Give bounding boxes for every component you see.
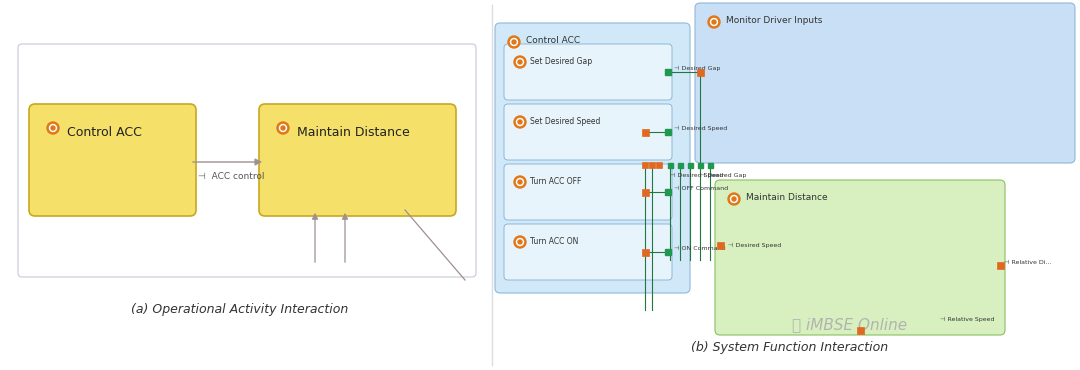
Circle shape — [512, 40, 516, 44]
Circle shape — [276, 122, 289, 134]
Text: Set Desired Gap: Set Desired Gap — [530, 57, 592, 66]
Circle shape — [516, 178, 524, 185]
Circle shape — [514, 236, 526, 248]
FancyBboxPatch shape — [18, 44, 476, 277]
Text: ⊣ Desired Gap: ⊣ Desired Gap — [700, 173, 746, 178]
Circle shape — [518, 180, 522, 184]
Text: Monitor Driver Inputs: Monitor Driver Inputs — [726, 16, 822, 25]
Bar — [856, 326, 864, 333]
Bar — [697, 68, 703, 75]
FancyBboxPatch shape — [715, 180, 1005, 335]
Bar — [649, 162, 654, 168]
Circle shape — [50, 124, 56, 131]
Circle shape — [51, 126, 55, 130]
Text: 🌍 iMBSE Online: 🌍 iMBSE Online — [793, 317, 907, 333]
Circle shape — [732, 197, 735, 201]
Bar — [716, 242, 724, 249]
Text: ⊣ OFF Command: ⊣ OFF Command — [674, 186, 728, 191]
Text: ⊣ ON Command: ⊣ ON Command — [674, 246, 726, 251]
Bar — [677, 162, 683, 168]
Bar — [665, 69, 671, 75]
Circle shape — [48, 122, 59, 134]
Text: ⊣ Relative Di...: ⊣ Relative Di... — [1004, 260, 1052, 266]
Text: Maintain Distance: Maintain Distance — [746, 193, 827, 202]
Bar — [665, 189, 671, 195]
Circle shape — [518, 60, 522, 64]
FancyBboxPatch shape — [259, 104, 456, 216]
Circle shape — [514, 116, 526, 128]
Text: ⊣ Desired Speed: ⊣ Desired Speed — [674, 126, 727, 131]
Text: Control ACC: Control ACC — [526, 36, 580, 45]
Circle shape — [516, 239, 524, 246]
Bar — [642, 249, 648, 256]
Circle shape — [711, 18, 717, 26]
Text: Turn ACC OFF: Turn ACC OFF — [530, 177, 581, 186]
Circle shape — [518, 240, 522, 244]
FancyBboxPatch shape — [504, 104, 672, 160]
Text: Turn ACC ON: Turn ACC ON — [530, 237, 579, 246]
Circle shape — [712, 20, 716, 24]
Circle shape — [514, 56, 526, 68]
Bar — [656, 162, 662, 168]
FancyBboxPatch shape — [504, 164, 672, 220]
Text: (a) Operational Activity Interaction: (a) Operational Activity Interaction — [132, 303, 349, 316]
Text: Set Desired Speed: Set Desired Speed — [530, 117, 600, 126]
Bar — [642, 162, 648, 168]
Bar — [667, 162, 673, 168]
FancyBboxPatch shape — [504, 224, 672, 280]
FancyBboxPatch shape — [696, 3, 1075, 163]
Circle shape — [518, 120, 522, 124]
Text: ⊣ Desired Speed: ⊣ Desired Speed — [728, 242, 781, 248]
Bar — [665, 129, 671, 135]
Circle shape — [281, 126, 285, 130]
FancyBboxPatch shape — [495, 23, 690, 293]
Bar — [642, 188, 648, 195]
Text: (b) System Function Interaction: (b) System Function Interaction — [691, 342, 889, 354]
Text: ⊣ Relative Speed: ⊣ Relative Speed — [941, 317, 995, 322]
Circle shape — [508, 36, 519, 48]
Text: Maintain Distance: Maintain Distance — [297, 126, 409, 139]
Bar — [642, 128, 648, 135]
Circle shape — [516, 118, 524, 125]
Circle shape — [514, 176, 526, 188]
Bar — [707, 162, 713, 168]
Text: Control ACC: Control ACC — [67, 126, 141, 139]
Circle shape — [516, 58, 524, 65]
Circle shape — [708, 16, 720, 28]
Text: ⊣ Desired Speed: ⊣ Desired Speed — [670, 173, 724, 178]
Bar — [688, 162, 692, 168]
Bar — [665, 249, 671, 255]
Text: ⊣  ACC control: ⊣ ACC control — [198, 172, 264, 181]
FancyBboxPatch shape — [29, 104, 195, 216]
Bar — [997, 262, 1003, 269]
Text: ⊣ Desired Gap: ⊣ Desired Gap — [674, 66, 720, 71]
Circle shape — [728, 193, 740, 205]
Circle shape — [730, 195, 738, 202]
Circle shape — [511, 38, 517, 46]
Circle shape — [280, 124, 286, 131]
FancyBboxPatch shape — [504, 44, 672, 100]
Bar — [698, 162, 702, 168]
